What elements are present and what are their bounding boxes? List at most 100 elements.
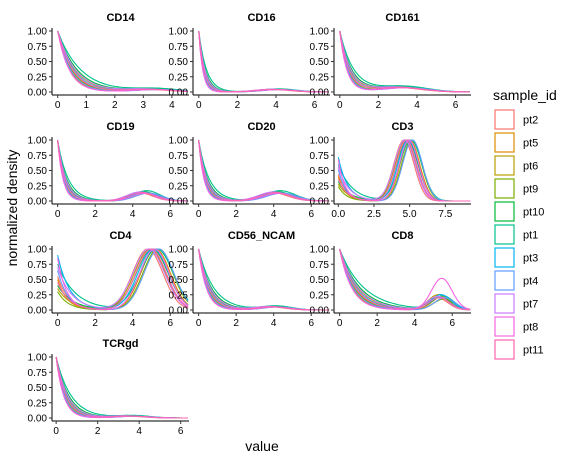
- panel-title: CD3: [391, 121, 413, 133]
- y-tick-label: 0.25: [28, 181, 48, 192]
- density-curve-pt5: [57, 248, 189, 311]
- density-curve-pt1: [57, 30, 188, 92]
- density-curve-pt3: [55, 356, 188, 419]
- y-tick-label: 0.75: [169, 42, 189, 53]
- panel-title: CD161: [385, 12, 419, 24]
- facet-panel-cd4: CD4 0.00 0.25 0.50 0.75 1.00 0 2 4 6: [28, 230, 189, 329]
- legend-title: sample_id: [493, 87, 557, 103]
- legend-key: [494, 178, 515, 199]
- legend-key: [494, 109, 515, 130]
- y-tick-label: 0.25: [169, 181, 189, 192]
- panel-title: CD19: [106, 121, 134, 133]
- y-tick-label: 0.25: [169, 72, 189, 83]
- density-curve-pt11: [339, 248, 471, 311]
- legend-key: [494, 270, 515, 291]
- x-tick-label: 6: [167, 209, 173, 220]
- legend-item-pt5: pt5: [494, 132, 538, 153]
- y-tick-label: 0.25: [310, 181, 330, 192]
- facet-panel-cd16: CD16 0.00 0.25 0.50 0.75 1.00 0 2 4 6: [169, 12, 330, 111]
- facet-panel-cd8: CD8 0.00 0.25 0.50 0.75 1.00 0 2 4 6: [310, 230, 471, 329]
- y-tick-label: 1.00: [310, 136, 330, 147]
- density-curve-pt11: [57, 139, 189, 202]
- y-tick-label: 1.00: [28, 353, 48, 364]
- panel-title: CD20: [247, 121, 275, 133]
- x-tick-label: 6: [449, 318, 455, 329]
- x-tick-label: 7.5: [438, 209, 452, 220]
- legend-item-pt7: pt7: [494, 293, 538, 314]
- x-tick-label: 4: [169, 100, 175, 111]
- legend-label: pt11: [523, 345, 544, 357]
- x-tick-label: 4: [273, 100, 279, 111]
- legend-key: [494, 155, 515, 176]
- y-axis-label: normalized density: [4, 150, 20, 267]
- facet-panel-cd14: CD14 0.00 0.25 0.50 0.75 1.00 0 1 2 3 4: [28, 12, 189, 111]
- x-tick-label: 4: [271, 318, 277, 329]
- y-tick-label: 0.75: [169, 151, 189, 162]
- y-tick-label: 0.50: [28, 383, 48, 394]
- x-tick-label: 6: [178, 426, 184, 437]
- legend-label: pt8: [523, 322, 538, 334]
- y-tick-label: 0.75: [310, 42, 330, 53]
- x-tick-label: 2: [92, 209, 98, 220]
- y-tick-label: 0.00: [28, 414, 48, 425]
- facet-panel-cd20: CD20 0.00 0.25 0.50 0.75 1.00 0 2 4 6: [169, 121, 330, 220]
- x-tick-label: 6: [308, 209, 314, 220]
- y-tick-label: 0.75: [310, 151, 330, 162]
- y-tick-label: 0.50: [28, 166, 48, 177]
- y-tick-label: 1.00: [169, 27, 189, 38]
- facet-panel-cd3: CD3 0.00 0.25 0.50 0.75 1.00 0.0 2.5 5.0 7.5: [310, 121, 471, 220]
- y-tick-label: 0.25: [28, 398, 48, 409]
- y-tick-label: 0.00: [169, 88, 189, 99]
- x-tick-label: 0: [53, 426, 59, 437]
- x-tick-label: 4: [412, 318, 418, 329]
- y-tick-label: 0.75: [169, 260, 189, 271]
- x-tick-label: 2.5: [367, 209, 381, 220]
- y-tick-label: 0.00: [310, 306, 330, 317]
- y-tick-label: 0.25: [28, 72, 48, 83]
- legend-key: [494, 201, 515, 222]
- x-tick-label: 1: [83, 100, 89, 111]
- density-curve-pt11: [337, 139, 471, 202]
- y-tick-label: 0.75: [28, 42, 48, 53]
- y-tick-label: 1.00: [28, 245, 48, 256]
- legend-key: [494, 224, 515, 245]
- facet-panel-cd56_ncam: CD56_NCAM 0.00 0.25 0.50 0.75 1.00 0 2 4 6: [169, 230, 330, 329]
- legend-label: pt9: [523, 184, 538, 196]
- y-tick-label: 0.25: [28, 290, 48, 301]
- legend-key: [494, 316, 515, 337]
- x-tick-label: 6: [308, 318, 314, 329]
- facet-panel-cd19: CD19 0.00 0.25 0.50 0.75 1.00 0 2 4 6: [28, 121, 189, 220]
- x-tick-label: 2: [112, 100, 118, 111]
- panel-title: CD4: [109, 230, 132, 242]
- y-tick-label: 0.50: [310, 275, 330, 286]
- density-curve-pt1: [337, 139, 471, 202]
- x-tick-label: 0: [337, 318, 343, 329]
- x-tick-label: 0: [55, 318, 61, 329]
- y-tick-label: 1.00: [169, 136, 189, 147]
- y-tick-label: 0.50: [169, 275, 189, 286]
- legend-item-pt3: pt3: [494, 247, 538, 268]
- density-curve-pt3: [339, 30, 470, 93]
- panel-title: CD56_NCAM: [228, 230, 295, 242]
- legend-item-pt1: pt1: [494, 224, 538, 245]
- x-tick-label: 2: [233, 318, 239, 329]
- y-tick-label: 0.50: [169, 166, 189, 177]
- x-tick-label: 6: [167, 318, 173, 329]
- legend: sample_id pt2 pt5 pt6 pt9 pt10 pt1 pt3 pt4 pt7 pt…: [493, 87, 557, 360]
- legend-item-pt9: pt9: [494, 178, 538, 199]
- x-axis-label: value: [245, 438, 279, 454]
- legend-item-pt6: pt6: [494, 155, 538, 176]
- density-curve-pt3: [339, 248, 471, 311]
- x-tick-label: 0: [337, 100, 343, 111]
- x-tick-label: 2: [235, 100, 241, 111]
- y-tick-label: 0.00: [169, 306, 189, 317]
- legend-key: [494, 339, 515, 360]
- legend-label: pt2: [523, 115, 538, 127]
- x-tick-label: 4: [130, 209, 136, 220]
- y-tick-label: 0.25: [310, 72, 330, 83]
- density-curve-pt11: [198, 139, 330, 202]
- y-tick-label: 0.00: [28, 197, 48, 208]
- legend-label: pt3: [523, 253, 538, 265]
- y-tick-label: 0.25: [310, 290, 330, 301]
